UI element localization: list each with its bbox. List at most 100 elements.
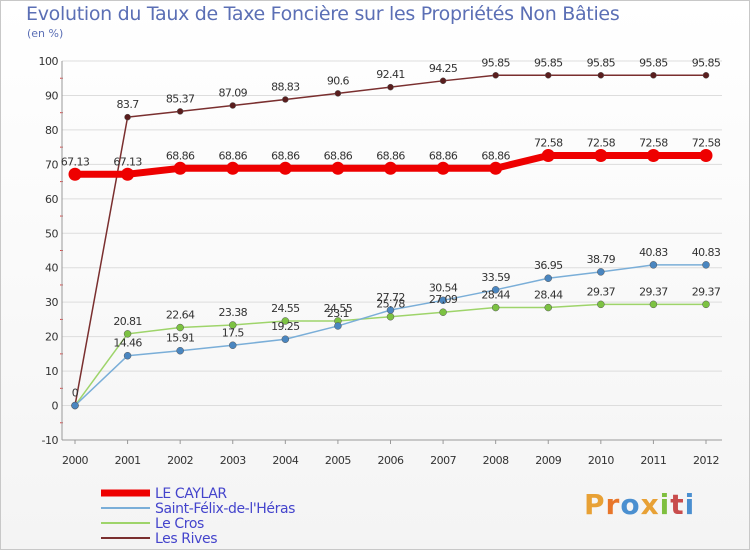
data-label: 95.85 xyxy=(639,56,668,69)
data-point xyxy=(439,308,447,316)
data-label: 24.55 xyxy=(324,302,353,315)
logo-letter: i xyxy=(684,488,696,521)
data-point xyxy=(173,161,187,175)
x-tick-label: 2005 xyxy=(325,454,351,467)
data-point xyxy=(68,167,82,181)
data-point xyxy=(594,148,608,162)
data-point xyxy=(702,261,710,269)
legend-label: Le Cros xyxy=(155,516,204,532)
data-label: 33.59 xyxy=(481,271,510,284)
data-point xyxy=(386,312,395,321)
data-label: 68.86 xyxy=(376,149,405,162)
x-tick-label: 2010 xyxy=(588,454,614,467)
proxiti-logo: Proxiti xyxy=(584,488,695,521)
data-label: 23.38 xyxy=(219,306,248,319)
data-label: 0 xyxy=(72,387,79,400)
data-label: 27.72 xyxy=(376,291,405,304)
data-point xyxy=(123,330,132,338)
data-point xyxy=(439,296,447,305)
data-point xyxy=(386,306,395,314)
y-tick-label: 50 xyxy=(45,227,58,240)
data-label: 72.58 xyxy=(534,136,563,149)
data-label: 25.78 xyxy=(376,298,405,311)
data-point xyxy=(281,335,290,343)
data-label: 90.6 xyxy=(327,74,350,87)
data-point xyxy=(544,274,552,282)
data-point xyxy=(278,161,292,175)
data-point xyxy=(334,322,342,330)
data-point xyxy=(545,72,552,79)
y-tick-label: 0 xyxy=(52,400,59,413)
y-unit-label: (en %) xyxy=(27,27,64,40)
data-point xyxy=(646,148,660,162)
x-tick-label: 2002 xyxy=(167,454,193,467)
x-tick-label: 2004 xyxy=(272,454,298,467)
y-tick-label: 10 xyxy=(45,365,58,378)
data-label: 68.86 xyxy=(481,149,510,162)
logo-letter: r xyxy=(605,488,621,521)
y-tick-label: 20 xyxy=(45,331,58,344)
data-point xyxy=(597,268,605,276)
x-tick-label: 2008 xyxy=(483,454,509,467)
data-label: 20.81 xyxy=(113,315,142,328)
data-label: 72.58 xyxy=(587,136,616,149)
data-point xyxy=(226,161,240,175)
data-label: 30.54 xyxy=(429,281,458,294)
data-label: 92.41 xyxy=(376,68,405,81)
logo-letter: i xyxy=(659,488,671,521)
data-point xyxy=(282,96,289,103)
data-label: 68.86 xyxy=(166,149,195,162)
data-point xyxy=(281,317,290,325)
data-point xyxy=(649,300,658,309)
data-label: 72.58 xyxy=(639,136,668,149)
data-point xyxy=(597,300,605,309)
data-label: 95.85 xyxy=(481,56,510,69)
data-point xyxy=(436,161,450,175)
data-point xyxy=(699,148,713,162)
data-point xyxy=(176,108,184,115)
data-label: 23.1 xyxy=(327,307,349,320)
x-tick-label: 2011 xyxy=(640,454,666,467)
x-tick-label: 2007 xyxy=(430,454,456,467)
x-tick-label: 2003 xyxy=(220,454,246,467)
data-label: 68.86 xyxy=(219,149,248,162)
data-label: 14.46 xyxy=(113,337,142,350)
data-label: 68.86 xyxy=(429,149,458,162)
data-label: 83.7 xyxy=(117,98,140,111)
legend-label: Les Rives xyxy=(155,531,217,547)
data-label: 95.85 xyxy=(692,56,721,69)
data-point xyxy=(176,346,184,355)
data-point xyxy=(331,161,345,175)
data-point xyxy=(597,72,605,79)
data-point xyxy=(702,72,710,79)
x-tick-label: 2000 xyxy=(62,454,88,467)
data-point xyxy=(544,303,552,312)
data-point xyxy=(121,167,135,181)
data-label: 68.86 xyxy=(271,149,300,162)
data-label: 67.13 xyxy=(61,155,90,168)
chart-title: Evolution du Taux de Taxe Foncière sur l… xyxy=(26,3,620,25)
data-label: 24.55 xyxy=(271,302,300,315)
data-point xyxy=(229,102,236,109)
data-label: 29.37 xyxy=(639,285,668,298)
y-tick-label: 60 xyxy=(45,193,58,206)
data-point xyxy=(650,72,657,79)
x-tick-label: 2009 xyxy=(535,454,561,467)
data-label: 38.79 xyxy=(587,253,616,266)
data-label: 85.37 xyxy=(166,92,195,105)
data-point xyxy=(491,286,500,294)
data-label: 28.44 xyxy=(534,289,563,302)
series-line xyxy=(74,74,706,406)
legend-label: LE CAYLAR xyxy=(155,486,227,502)
data-point xyxy=(334,90,342,97)
data-point xyxy=(71,401,79,410)
data-point xyxy=(384,161,397,175)
logo-letter: P xyxy=(584,488,606,521)
data-point xyxy=(491,303,500,312)
data-point xyxy=(176,323,184,332)
data-point xyxy=(387,83,394,91)
data-label: 15.91 xyxy=(166,332,195,345)
x-tick-label: 2012 xyxy=(693,454,719,467)
